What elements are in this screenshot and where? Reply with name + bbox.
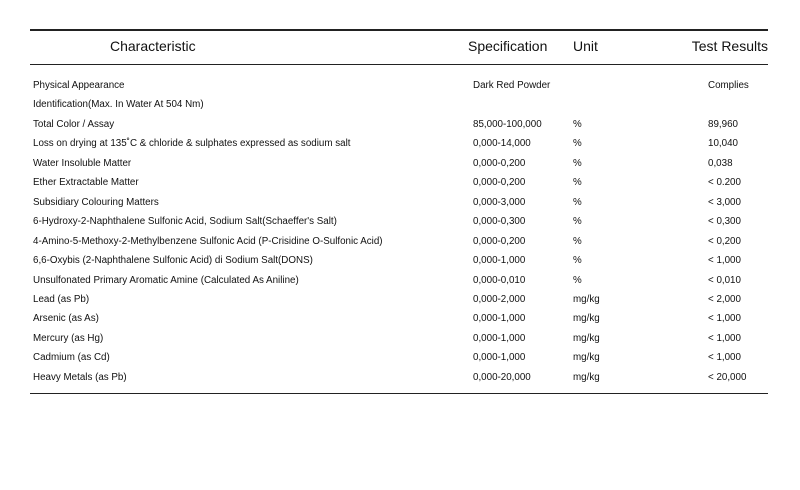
header-rule bbox=[30, 64, 768, 65]
cell-characteristic: Cadmium (as Cd) bbox=[33, 352, 110, 364]
cell-unit: % bbox=[573, 177, 582, 189]
cell-specification: 0,000-0,200 bbox=[473, 157, 526, 169]
cell-characteristic: Total Color / Assay bbox=[33, 118, 115, 130]
cell-specification: 0,000-20,000 bbox=[473, 371, 531, 383]
cell-unit: % bbox=[573, 235, 582, 247]
cell-characteristic: 6-Hydroxy-2-Naphthalene Sulfonic Acid, S… bbox=[33, 216, 337, 228]
cell-characteristic: 6,6-Oxybis (2-Naphthalene Sulfonic Acid)… bbox=[33, 255, 313, 267]
table-row: Loss on drying at 135˚C & chloride & sul… bbox=[0, 138, 800, 157]
cell-unit: % bbox=[573, 274, 582, 286]
cell-result: 89,960 bbox=[708, 118, 738, 130]
top-rule bbox=[30, 29, 768, 31]
cell-result: < 0,200 bbox=[708, 235, 741, 247]
cell-specification: Dark Red Powder bbox=[473, 80, 551, 91]
bottom-rule bbox=[30, 393, 768, 394]
cell-unit: % bbox=[573, 138, 582, 150]
cell-specification: 0,000-1,000 bbox=[473, 332, 526, 344]
cell-characteristic: Mercury (as Hg) bbox=[33, 332, 104, 344]
cell-result: < 1,000 bbox=[708, 332, 741, 344]
cell-result: < 3,000 bbox=[708, 196, 741, 208]
cell-result: < 0.200 bbox=[708, 177, 741, 189]
table-row: Total Color / Assay 85,000-100,000% 89,960 bbox=[0, 119, 800, 138]
header-characteristic: Characteristic bbox=[110, 38, 196, 54]
table-row: Subsidiary Colouring Matters 0,000-3,000%… bbox=[0, 197, 800, 216]
cell-unit: % bbox=[573, 118, 582, 130]
cell-characteristic: Ether Extractable Matter bbox=[33, 177, 139, 189]
cell-result: < 0,300 bbox=[708, 216, 741, 228]
table-row: 4-Amino-5-Methoxy-2-Methylbenzene Sulfon… bbox=[0, 236, 800, 255]
header-test-results: Test Results bbox=[691, 38, 768, 54]
cell-unit: mg/kg bbox=[573, 313, 600, 325]
table-row: Mercury (as Hg) 0,000-1,000 mg/kg < 1,000 bbox=[0, 333, 800, 352]
cell-specification: 0,000-1,000 bbox=[473, 352, 526, 364]
cell-characteristic: Arsenic (as As) bbox=[33, 313, 99, 325]
cell-unit: mg/kg bbox=[573, 352, 600, 364]
table-row: 6,6-Oxybis (2-Naphthalene Sulfonic Acid)… bbox=[0, 255, 800, 274]
cell-unit: mg/kg bbox=[573, 371, 600, 383]
cell-characteristic: Unsulfonated Primary Aromatic Amine (Cal… bbox=[33, 274, 299, 286]
cell-specification: 0,000-0,200 bbox=[473, 235, 526, 247]
cell-unit: % bbox=[573, 157, 582, 169]
cell-result: 10,040 bbox=[708, 138, 738, 150]
cell-characteristic: Physical Appearance bbox=[33, 80, 125, 91]
cell-specification: 0,000-2,000 bbox=[473, 293, 526, 305]
table-row: Lead (as Pb) 0,000-2,000 mg/kg < 2,000 bbox=[0, 294, 800, 313]
header-specification: Specification bbox=[468, 38, 548, 54]
cell-unit: mg/kg bbox=[573, 293, 600, 305]
cell-result: < 1,000 bbox=[708, 352, 741, 364]
cell-unit: % bbox=[573, 216, 582, 228]
cell-result: < 1,000 bbox=[708, 255, 741, 267]
cell-specification: 0,000-1,000 bbox=[473, 255, 526, 267]
cell-result: Complies bbox=[708, 80, 749, 91]
cell-specification: 0,000-1,000 bbox=[473, 313, 526, 325]
cell-specification: 0,000-3,000 bbox=[473, 196, 526, 208]
table-row: Ether Extractable Matter 0,000-0,200% < 0.… bbox=[0, 177, 800, 196]
cell-result: 0,038 bbox=[708, 157, 733, 169]
cell-unit: % bbox=[573, 196, 582, 208]
cell-unit: % bbox=[573, 255, 582, 267]
cell-result: < 0,010 bbox=[708, 274, 741, 286]
table-row: 6-Hydroxy-2-Naphthalene Sulfonic Acid, S… bbox=[0, 216, 800, 235]
cell-characteristic: Heavy Metals (as Pb) bbox=[33, 371, 127, 383]
table-row: Heavy Metals (as Pb) 0,000-20,000 mg/kg < 2… bbox=[0, 372, 800, 391]
cell-specification: 0,000-0,010 bbox=[473, 274, 526, 286]
cell-unit: mg/kg bbox=[573, 332, 600, 344]
cell-result: < 1,000 bbox=[708, 313, 741, 325]
cell-specification: 0,000-0,200 bbox=[473, 177, 526, 189]
cell-result: < 20,000 bbox=[708, 371, 747, 383]
cell-specification: 0,000-0,300 bbox=[473, 216, 526, 228]
cell-characteristic: Loss on drying at 135˚C & chloride & sul… bbox=[33, 138, 351, 150]
cell-result: < 2,000 bbox=[708, 293, 741, 305]
table-row: Arsenic (as As) 0,000-1,000 mg/kg < 1,000 bbox=[0, 313, 800, 332]
cell-characteristic: Subsidiary Colouring Matters bbox=[33, 196, 159, 208]
cell-characteristic: Identification(Max. In Water At 504 Nm) bbox=[33, 99, 204, 111]
header-unit: Unit bbox=[573, 38, 598, 54]
cell-characteristic: 4-Amino-5-Methoxy-2-Methylbenzene Sulfon… bbox=[33, 235, 383, 247]
table-row: Cadmium (as Cd) 0,000-1,000 mg/kg < 1,000 bbox=[0, 352, 800, 371]
cell-specification: 0,000-14,000 bbox=[473, 138, 531, 150]
cell-characteristic: Lead (as Pb) bbox=[33, 293, 90, 305]
table-row: Identification(Max. In Water At 504 Nm) bbox=[0, 99, 800, 118]
table-row: Unsulfonated Primary Aromatic Amine (Cal… bbox=[0, 275, 800, 294]
cell-specification: 85,000-100,000 bbox=[473, 118, 542, 130]
cell-characteristic: Water Insoluble Matter bbox=[33, 157, 132, 169]
table-row: Physical Appearance Dark Red Powder Compli… bbox=[0, 80, 800, 99]
table-row: Water Insoluble Matter 0,000-0,200% 0,038 bbox=[0, 158, 800, 177]
